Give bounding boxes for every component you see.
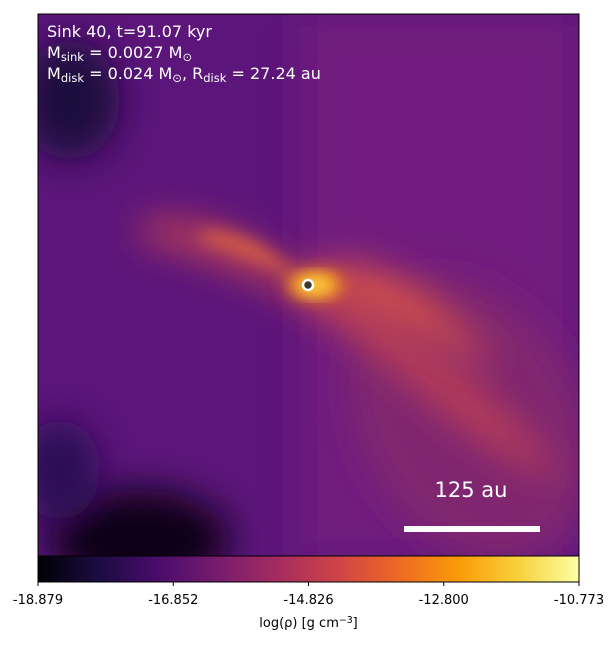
text-run: M [47,43,61,62]
density-map [38,14,579,556]
colorbar-tick-label: -16.852 [148,593,198,608]
text-run: log(ρ) [g cm [259,616,339,631]
text-run: M [47,64,61,83]
text-run: disk [61,71,85,85]
scale-bar [404,526,540,532]
text-run: = 27.24 au [226,64,320,83]
text-run: = 0.024 M [84,64,172,83]
colorbar-label: log(ρ) [g cm−3] [259,615,357,631]
scale-bar-label: 125 au [435,478,508,502]
text-run: ⊙ [172,71,182,85]
colorbar-tick-label: -18.879 [13,593,63,608]
text-run: Sink 40, t=91.07 kyr [47,22,212,41]
colorbar: -18.879 -16.852 -14.826 -12.800 -10.773 log(ρ… [13,555,604,631]
colorbar-gradient [37,555,580,583]
text-run: disk [203,71,227,85]
colorbar-tick-label: -14.826 [283,593,333,608]
text-run: sink [61,50,84,64]
annotation: Msink = 0.0027 M⊙ [47,43,192,64]
text-run: ] [353,616,358,631]
text-run: −3 [339,615,353,626]
text-run: , R [182,64,203,83]
text-run: ⊙ [182,50,192,64]
annotation: Mdisk = 0.024 M⊙, Rdisk = 27.24 au [47,64,321,85]
sink-marker [301,278,315,292]
colorbar-tick-label: -12.800 [419,593,469,608]
annotation: Sink 40, t=91.07 kyr [47,22,212,41]
colorbar-tick-label: -10.773 [554,593,604,608]
text-run: = 0.0027 M [84,43,182,62]
